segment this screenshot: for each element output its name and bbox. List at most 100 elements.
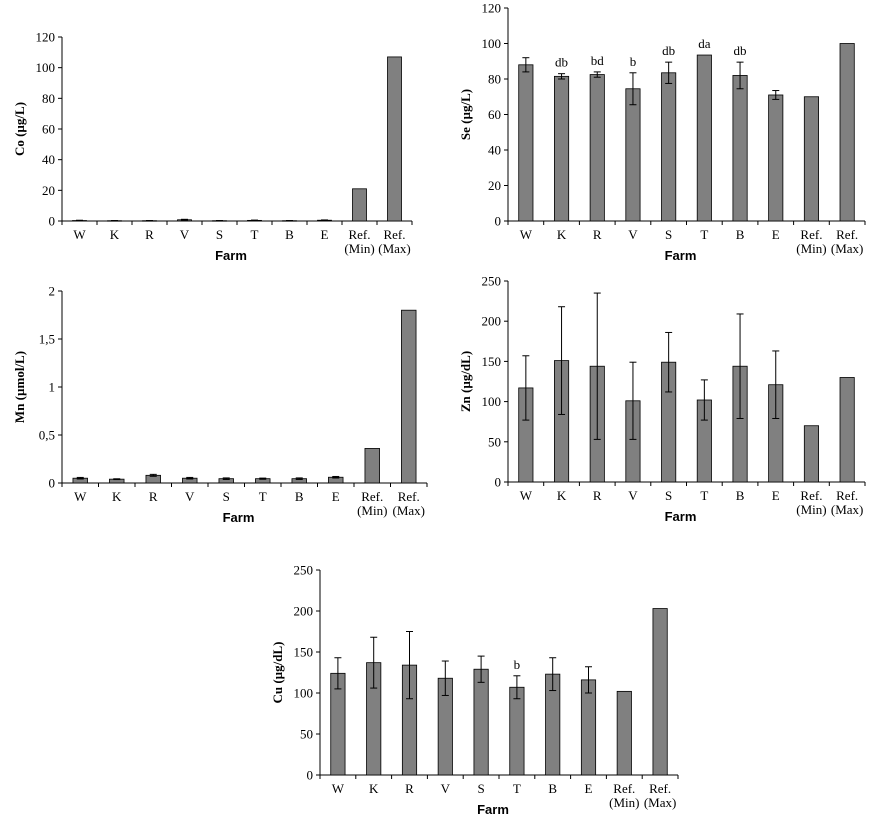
category-label: S bbox=[216, 227, 223, 242]
category-label-line: (Min) bbox=[344, 241, 374, 256]
category-label: B bbox=[736, 488, 745, 503]
category-label: S bbox=[477, 781, 484, 796]
y-tick-label: 50 bbox=[488, 434, 501, 449]
bar bbox=[803, 96, 819, 222]
category-label-line: (Max) bbox=[393, 503, 426, 518]
y-tick-label: 250 bbox=[294, 563, 314, 578]
category-label: B bbox=[736, 227, 745, 242]
y-tick-label: 80 bbox=[42, 91, 55, 106]
y-tick-label: 200 bbox=[482, 314, 502, 329]
bar bbox=[616, 690, 632, 776]
category-label: V bbox=[628, 227, 638, 242]
category-label: K bbox=[110, 227, 120, 242]
category-label-line: Ref. bbox=[649, 781, 671, 796]
category-label-line: (Min) bbox=[357, 503, 387, 518]
bar bbox=[387, 56, 402, 222]
category-label-line: (Max) bbox=[644, 795, 677, 810]
category-label: E bbox=[772, 227, 780, 242]
bar bbox=[509, 686, 525, 776]
significance-label: db bbox=[555, 55, 568, 70]
category-label: T bbox=[700, 488, 708, 503]
bar bbox=[768, 94, 784, 222]
y-tick-label: 40 bbox=[42, 152, 55, 167]
category-label-line: (Max) bbox=[378, 241, 411, 256]
category-label-line: (Min) bbox=[796, 241, 826, 256]
bar bbox=[652, 608, 668, 776]
y-tick-label: 0 bbox=[495, 214, 502, 229]
category-label: Ref. (Min) bbox=[357, 489, 387, 518]
category-label-line: (Max) bbox=[831, 241, 864, 256]
category-label: V bbox=[180, 227, 190, 242]
category-label: W bbox=[520, 488, 533, 503]
y-axis-title: Cu (µg/dL) bbox=[270, 641, 285, 703]
y-tick-label: 0 bbox=[495, 475, 502, 490]
category-label: Ref. (Max) bbox=[393, 489, 426, 518]
category-label-line: Ref. bbox=[800, 488, 822, 503]
category-label-line: Ref. bbox=[800, 227, 822, 242]
category-label: V bbox=[185, 489, 195, 504]
y-tick-label: 150 bbox=[482, 354, 502, 369]
category-label: S bbox=[665, 488, 672, 503]
y-tick-label: 120 bbox=[482, 1, 502, 16]
bar bbox=[401, 309, 417, 484]
category-label: W bbox=[520, 227, 533, 242]
bar bbox=[589, 74, 605, 222]
category-label: R bbox=[593, 488, 602, 503]
y-tick-label: 20 bbox=[488, 178, 501, 193]
bar bbox=[364, 448, 380, 484]
category-label: W bbox=[332, 781, 345, 796]
x-axis-title: Farm bbox=[223, 510, 255, 525]
y-tick-label: 1 bbox=[49, 380, 56, 395]
category-label-line: (Min) bbox=[609, 795, 639, 810]
category-label: Ref. (Min) bbox=[796, 227, 826, 256]
category-label: Ref. (Max) bbox=[644, 781, 677, 810]
category-label-line: Ref. bbox=[383, 227, 405, 242]
bar bbox=[839, 377, 855, 483]
category-label: W bbox=[74, 489, 87, 504]
category-label: S bbox=[665, 227, 672, 242]
category-label: K bbox=[557, 227, 567, 242]
y-tick-label: 50 bbox=[300, 727, 313, 742]
significance-label: da bbox=[698, 36, 711, 51]
category-label: Ref. (Max) bbox=[378, 227, 411, 256]
category-label: Ref. (Min) bbox=[609, 781, 639, 810]
category-label: B bbox=[295, 489, 304, 504]
bar bbox=[518, 64, 534, 222]
y-tick-label: 60 bbox=[42, 122, 55, 137]
x-axis-title: Farm bbox=[477, 802, 509, 817]
y-tick-label: 1,5 bbox=[39, 332, 55, 347]
x-axis-title: Farm bbox=[665, 248, 697, 263]
category-label-line: Ref. bbox=[398, 489, 420, 504]
category-label: B bbox=[548, 781, 557, 796]
category-label: E bbox=[772, 488, 780, 503]
y-axis-title: Zn (µg/dL) bbox=[458, 351, 473, 412]
y-tick-label: 2 bbox=[49, 284, 56, 299]
category-label: Ref. (Max) bbox=[831, 488, 864, 517]
category-label: Ref. (Min) bbox=[344, 227, 374, 256]
y-tick-label: 150 bbox=[294, 645, 314, 660]
category-label: K bbox=[557, 488, 567, 503]
y-tick-label: 100 bbox=[294, 686, 314, 701]
y-tick-label: 0,5 bbox=[39, 428, 55, 443]
significance-label: b bbox=[514, 657, 521, 672]
significance-label: b bbox=[630, 54, 637, 69]
bar bbox=[580, 679, 597, 776]
bar bbox=[352, 188, 367, 222]
chart-2: 00,511,52W K R V S T B E Ref. (Min)Ref. (Max)Mn (µ… bbox=[12, 284, 428, 525]
category-label: E bbox=[321, 227, 329, 242]
category-label: S bbox=[223, 489, 230, 504]
category-label: R bbox=[149, 489, 158, 504]
bar bbox=[803, 425, 819, 483]
category-label: T bbox=[251, 227, 259, 242]
bar bbox=[732, 75, 748, 222]
y-axis-title: Co (µg/L) bbox=[12, 102, 27, 156]
category-label: K bbox=[369, 781, 379, 796]
category-label-line: Ref. bbox=[836, 227, 858, 242]
y-tick-label: 100 bbox=[36, 60, 56, 75]
category-label: Ref. (Min) bbox=[796, 488, 826, 517]
significance-label: db bbox=[662, 43, 675, 58]
